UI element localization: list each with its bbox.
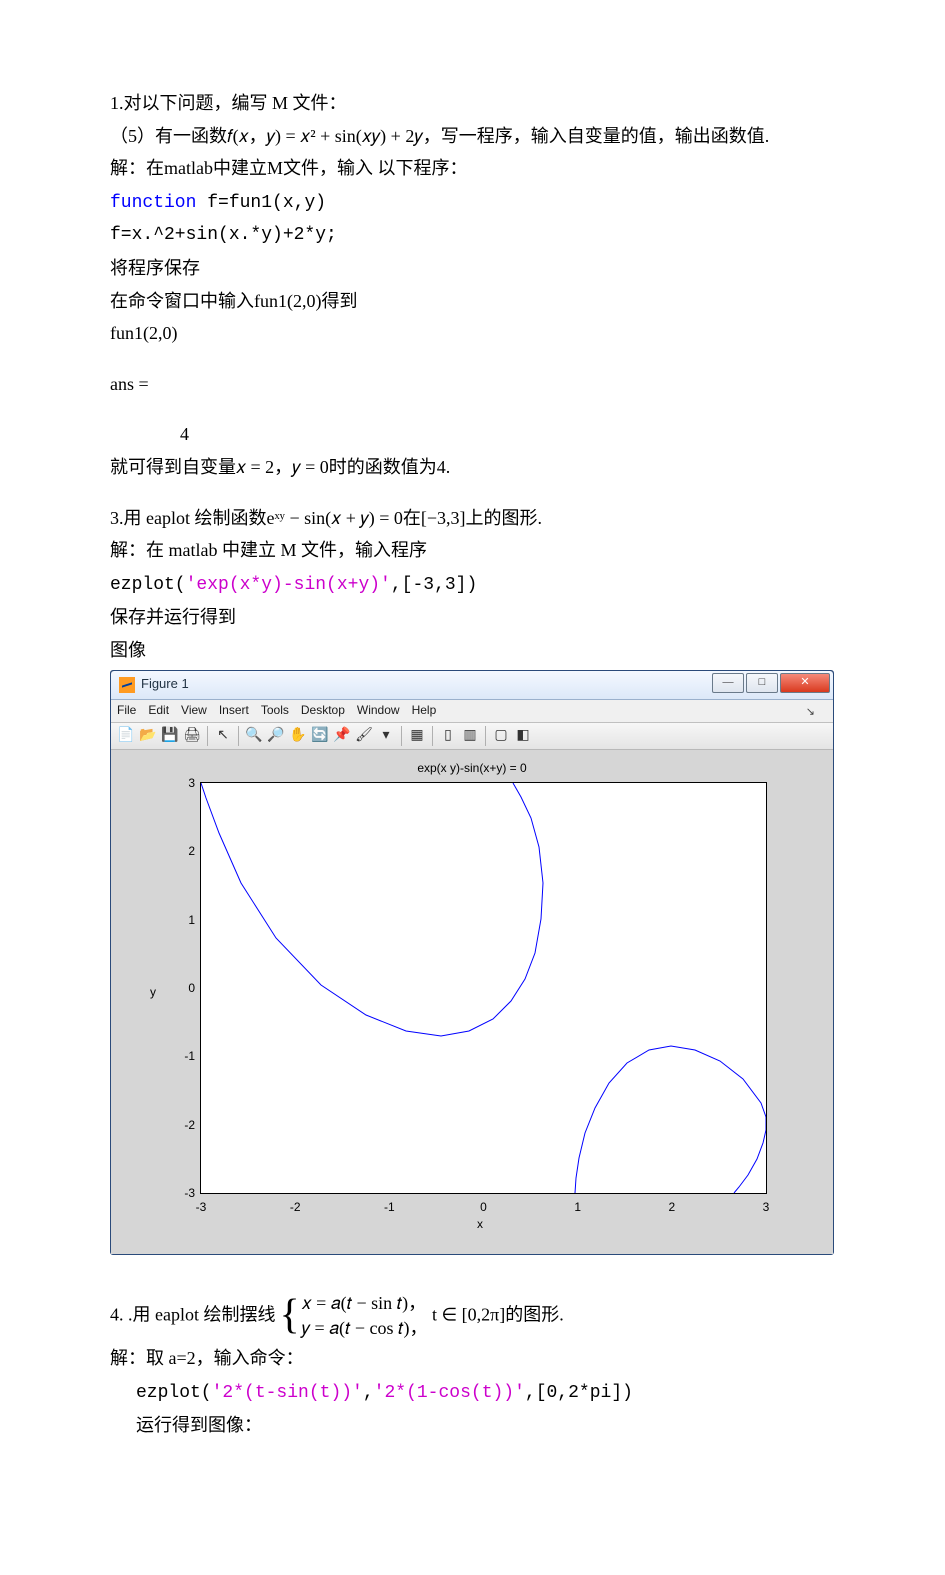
q4-code: ezplot('2*(t-sin(t))','2*(1-cos(t))',[0,… xyxy=(110,1376,835,1409)
zoom-out-icon[interactable]: 🔎 xyxy=(265,726,287,746)
ytick-1: 1 xyxy=(165,909,195,929)
q1-command-desc: 在命令窗口中输入fun1(2,0)得到 xyxy=(110,286,835,317)
q1-solution-intro: 解：在matlab中建立M文件，输入 以下程序： xyxy=(110,153,835,184)
window-title: Figure 1 xyxy=(141,673,189,695)
q3-code-pre: ezplot( xyxy=(110,575,186,595)
q1-code-rest: f=fun1(x,y) xyxy=(196,193,326,213)
q4-heading-pre: 4. .用 eaplot 绘制摆线 xyxy=(110,1304,275,1324)
link-icon[interactable]: ▾ xyxy=(375,726,397,746)
q4-eq-bot: 𝑦 = 𝑎(𝑡 − cos 𝑡)， xyxy=(302,1318,428,1338)
plot-curves xyxy=(201,783,766,1193)
ans-value: 4 xyxy=(110,419,835,450)
q4-solution-intro: 解：取 a=2，输入命令： xyxy=(110,1343,835,1374)
q4-heading: 4. .用 eaplot 绘制摆线{ 𝑥 = 𝑎(𝑡 − sin 𝑡)， 𝑦 =… xyxy=(110,1291,835,1341)
menu-help[interactable]: Help xyxy=(412,700,437,720)
q1-save: 将程序保存 xyxy=(110,253,835,284)
show-icon[interactable]: ◧ xyxy=(512,726,534,746)
q1-conclusion: 就可得到自变量𝑥 = 2，𝑦 = 0时的函数值为4. xyxy=(110,452,835,483)
q4-heading-post: t ∈ [0,2π]的图形. xyxy=(432,1304,564,1324)
q1-call: fun1(2,0) xyxy=(110,318,835,349)
xtick-n1: -1 xyxy=(384,1197,395,1217)
ytick-3: 3 xyxy=(165,773,195,793)
q4-run: 运行得到图像： xyxy=(110,1410,835,1441)
rotate-icon[interactable]: 🔄 xyxy=(309,726,331,746)
pointer-icon[interactable]: ↖ xyxy=(212,726,234,746)
brush-icon[interactable]: 🖌 xyxy=(353,726,375,746)
ytick-2: 2 xyxy=(165,841,195,861)
matlab-figure-window: Figure 1 — □ ✕ File Edit View Insert Too… xyxy=(110,670,834,1255)
menu-insert[interactable]: Insert xyxy=(219,700,249,720)
page: 1.对以下问题，编写 M 文件： （5）有一函数𝑓(𝑥，𝑦) = 𝑥² + si… xyxy=(0,0,945,1575)
q3-image-label: 图像 xyxy=(110,635,835,666)
ylabel: y xyxy=(150,982,156,1002)
datacursor-icon[interactable]: 📌 xyxy=(331,726,353,746)
menu-edit[interactable]: Edit xyxy=(148,700,169,720)
matlab-icon xyxy=(119,677,135,693)
q4-code-post: ,[0,2*pi]) xyxy=(525,1383,633,1403)
q1-code-body: f=x.^2+sin(x.*y)+2*y; xyxy=(110,220,835,251)
new-icon[interactable]: 📄 xyxy=(115,726,137,746)
menu-bar[interactable]: File Edit View Insert Tools Desktop Wind… xyxy=(111,700,833,723)
q3-code: ezplot('exp(x*y)-sin(x+y)',[-3,3]) xyxy=(110,568,835,601)
ytick-n2: -2 xyxy=(165,1114,195,1134)
xtick-3: 3 xyxy=(763,1197,770,1217)
xtick-n3: -3 xyxy=(196,1197,207,1217)
dock-icon[interactable]: ↘ xyxy=(806,703,815,722)
function-keyword: function xyxy=(110,193,196,213)
ytick-n3: -3 xyxy=(165,1183,195,1203)
window-buttons: — □ ✕ xyxy=(712,673,830,693)
plot-title: exp(x y)-sin(x+y) = 0 xyxy=(119,758,825,778)
save-icon[interactable]: 💾 xyxy=(159,726,181,746)
maximize-button[interactable]: □ xyxy=(746,673,778,693)
print-icon[interactable]: 🖨 xyxy=(181,726,203,746)
window-titlebar[interactable]: Figure 1 — □ ✕ xyxy=(111,671,833,700)
legend-icon[interactable]: ▯ xyxy=(437,726,459,746)
open-icon[interactable]: 📂 xyxy=(137,726,159,746)
zoom-in-icon[interactable]: 🔍 xyxy=(243,726,265,746)
brace-icon: { xyxy=(279,1299,299,1333)
q3-heading: 3.用 eaplot 绘制函数eˣʸ − sin(𝑥 + 𝑦) = 0在[−3,… xyxy=(110,503,835,534)
menu-window[interactable]: Window xyxy=(357,700,400,720)
xtick-n2: -2 xyxy=(290,1197,301,1217)
q4-piecewise: 𝑥 = 𝑎(𝑡 − sin 𝑡)， 𝑦 = 𝑎(𝑡 − cos 𝑡)， xyxy=(302,1291,428,1341)
q3-code-string: 'exp(x*y)-sin(x+y)' xyxy=(186,575,391,595)
q4-code-pre: ezplot( xyxy=(136,1383,212,1403)
q4-code-str1: '2*(t-sin(t))' xyxy=(212,1383,363,1403)
xtick-1: 1 xyxy=(574,1197,581,1217)
close-button[interactable]: ✕ xyxy=(780,673,830,693)
q4-code-mid: , xyxy=(363,1383,374,1403)
q4-code-str2: '2*(1-cos(t))' xyxy=(374,1383,525,1403)
menu-view[interactable]: View xyxy=(181,700,207,720)
insert-icon[interactable]: ▥ xyxy=(459,726,481,746)
q3-solution-intro: 解：在 matlab 中建立 M 文件，输入程序 xyxy=(110,535,835,566)
q1-subproblem: （5）有一函数𝑓(𝑥，𝑦) = 𝑥² + sin(𝑥𝑦) + 2𝑦，写一程序，输… xyxy=(110,121,835,152)
toolbar: 📄 📂 💾 🖨 ↖ 🔍 🔎 ✋ 🔄 📌 🖌 ▾ ▦ ▯ ▥ ▢ ◧ xyxy=(111,723,833,750)
axes-box: 3 2 1 0 -1 -2 -3 -3 -2 -1 0 1 2 3 xyxy=(200,782,767,1194)
menu-tools[interactable]: Tools xyxy=(261,700,289,720)
figure-canvas: exp(x y)-sin(x+y) = 0 3 2 1 0 -1 -2 -3 xyxy=(111,750,833,1254)
ans-label: ans = xyxy=(110,369,835,400)
q1-code-signature: function f=fun1(x,y) xyxy=(110,186,835,219)
xtick-2: 2 xyxy=(668,1197,675,1217)
menu-file[interactable]: File xyxy=(117,700,136,720)
plot-area: 3 2 1 0 -1 -2 -3 -3 -2 -1 0 1 2 3 x xyxy=(122,782,822,1252)
pan-icon[interactable]: ✋ xyxy=(287,726,309,746)
ytick-0: 0 xyxy=(165,978,195,998)
ytick-n1: -1 xyxy=(165,1046,195,1066)
xlabel: x xyxy=(477,1214,483,1234)
q3-save: 保存并运行得到 xyxy=(110,602,835,633)
minimize-button[interactable]: — xyxy=(712,673,744,693)
q1-heading: 1.对以下问题，编写 M 文件： xyxy=(110,88,835,119)
menu-desktop[interactable]: Desktop xyxy=(301,700,345,720)
hide-icon[interactable]: ▢ xyxy=(490,726,512,746)
q4-eq-top: 𝑥 = 𝑎(𝑡 − sin 𝑡)， xyxy=(302,1293,426,1313)
q3-code-post: ,[-3,3]) xyxy=(391,575,477,595)
colorbar-icon[interactable]: ▦ xyxy=(406,726,428,746)
